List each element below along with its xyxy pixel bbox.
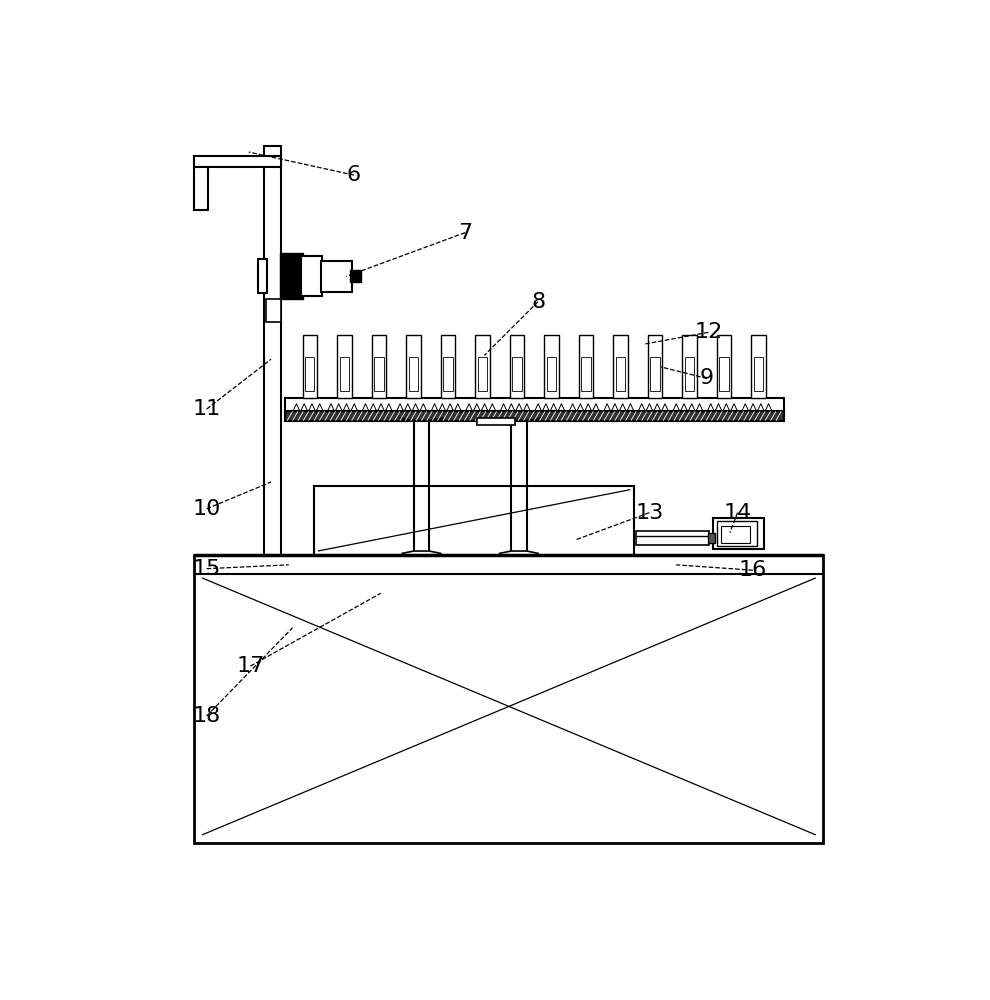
Bar <box>717 521 756 546</box>
Bar <box>721 526 749 543</box>
Bar <box>478 357 487 391</box>
Bar <box>616 357 625 391</box>
Bar <box>510 335 525 398</box>
Bar <box>650 357 659 391</box>
Text: 15: 15 <box>192 559 221 579</box>
Bar <box>350 270 360 282</box>
Bar <box>371 335 386 398</box>
Bar <box>305 357 315 391</box>
Bar <box>406 335 421 398</box>
Bar <box>513 357 522 391</box>
Bar <box>285 411 784 421</box>
Bar <box>475 335 490 398</box>
Bar <box>301 256 323 296</box>
Bar <box>717 335 732 398</box>
Text: 6: 6 <box>346 165 361 185</box>
Bar <box>314 486 634 555</box>
Bar <box>682 335 697 398</box>
Bar <box>477 418 515 425</box>
Bar <box>321 261 351 292</box>
Bar <box>441 335 455 398</box>
Text: 14: 14 <box>724 503 751 523</box>
Bar <box>264 146 281 555</box>
Bar <box>685 357 694 391</box>
Bar <box>194 167 208 210</box>
Text: 13: 13 <box>636 503 663 523</box>
Bar <box>279 253 303 299</box>
Bar <box>713 518 763 549</box>
Bar <box>194 156 281 167</box>
Text: 7: 7 <box>458 223 472 243</box>
Bar <box>751 335 766 398</box>
Text: 10: 10 <box>192 499 221 519</box>
Bar <box>647 335 662 398</box>
Bar <box>337 335 351 398</box>
Text: 18: 18 <box>192 706 221 726</box>
Text: 8: 8 <box>531 292 545 312</box>
Text: 11: 11 <box>192 399 221 419</box>
Bar <box>581 357 591 391</box>
Bar <box>194 555 824 843</box>
Bar <box>409 357 418 391</box>
Bar <box>374 357 383 391</box>
Bar <box>265 299 281 322</box>
Bar <box>258 259 267 293</box>
Bar <box>720 357 729 391</box>
Bar <box>613 335 628 398</box>
Text: 9: 9 <box>700 368 714 388</box>
Bar <box>754 357 763 391</box>
Bar <box>544 335 558 398</box>
Bar <box>303 335 317 398</box>
Bar <box>285 398 784 413</box>
Bar <box>546 357 556 391</box>
Bar <box>708 533 716 543</box>
Bar <box>340 357 348 391</box>
Text: 17: 17 <box>237 656 264 676</box>
Text: 12: 12 <box>694 322 723 342</box>
Bar <box>444 357 452 391</box>
Bar <box>637 531 709 545</box>
Bar <box>579 335 593 398</box>
Text: 16: 16 <box>739 560 767 580</box>
